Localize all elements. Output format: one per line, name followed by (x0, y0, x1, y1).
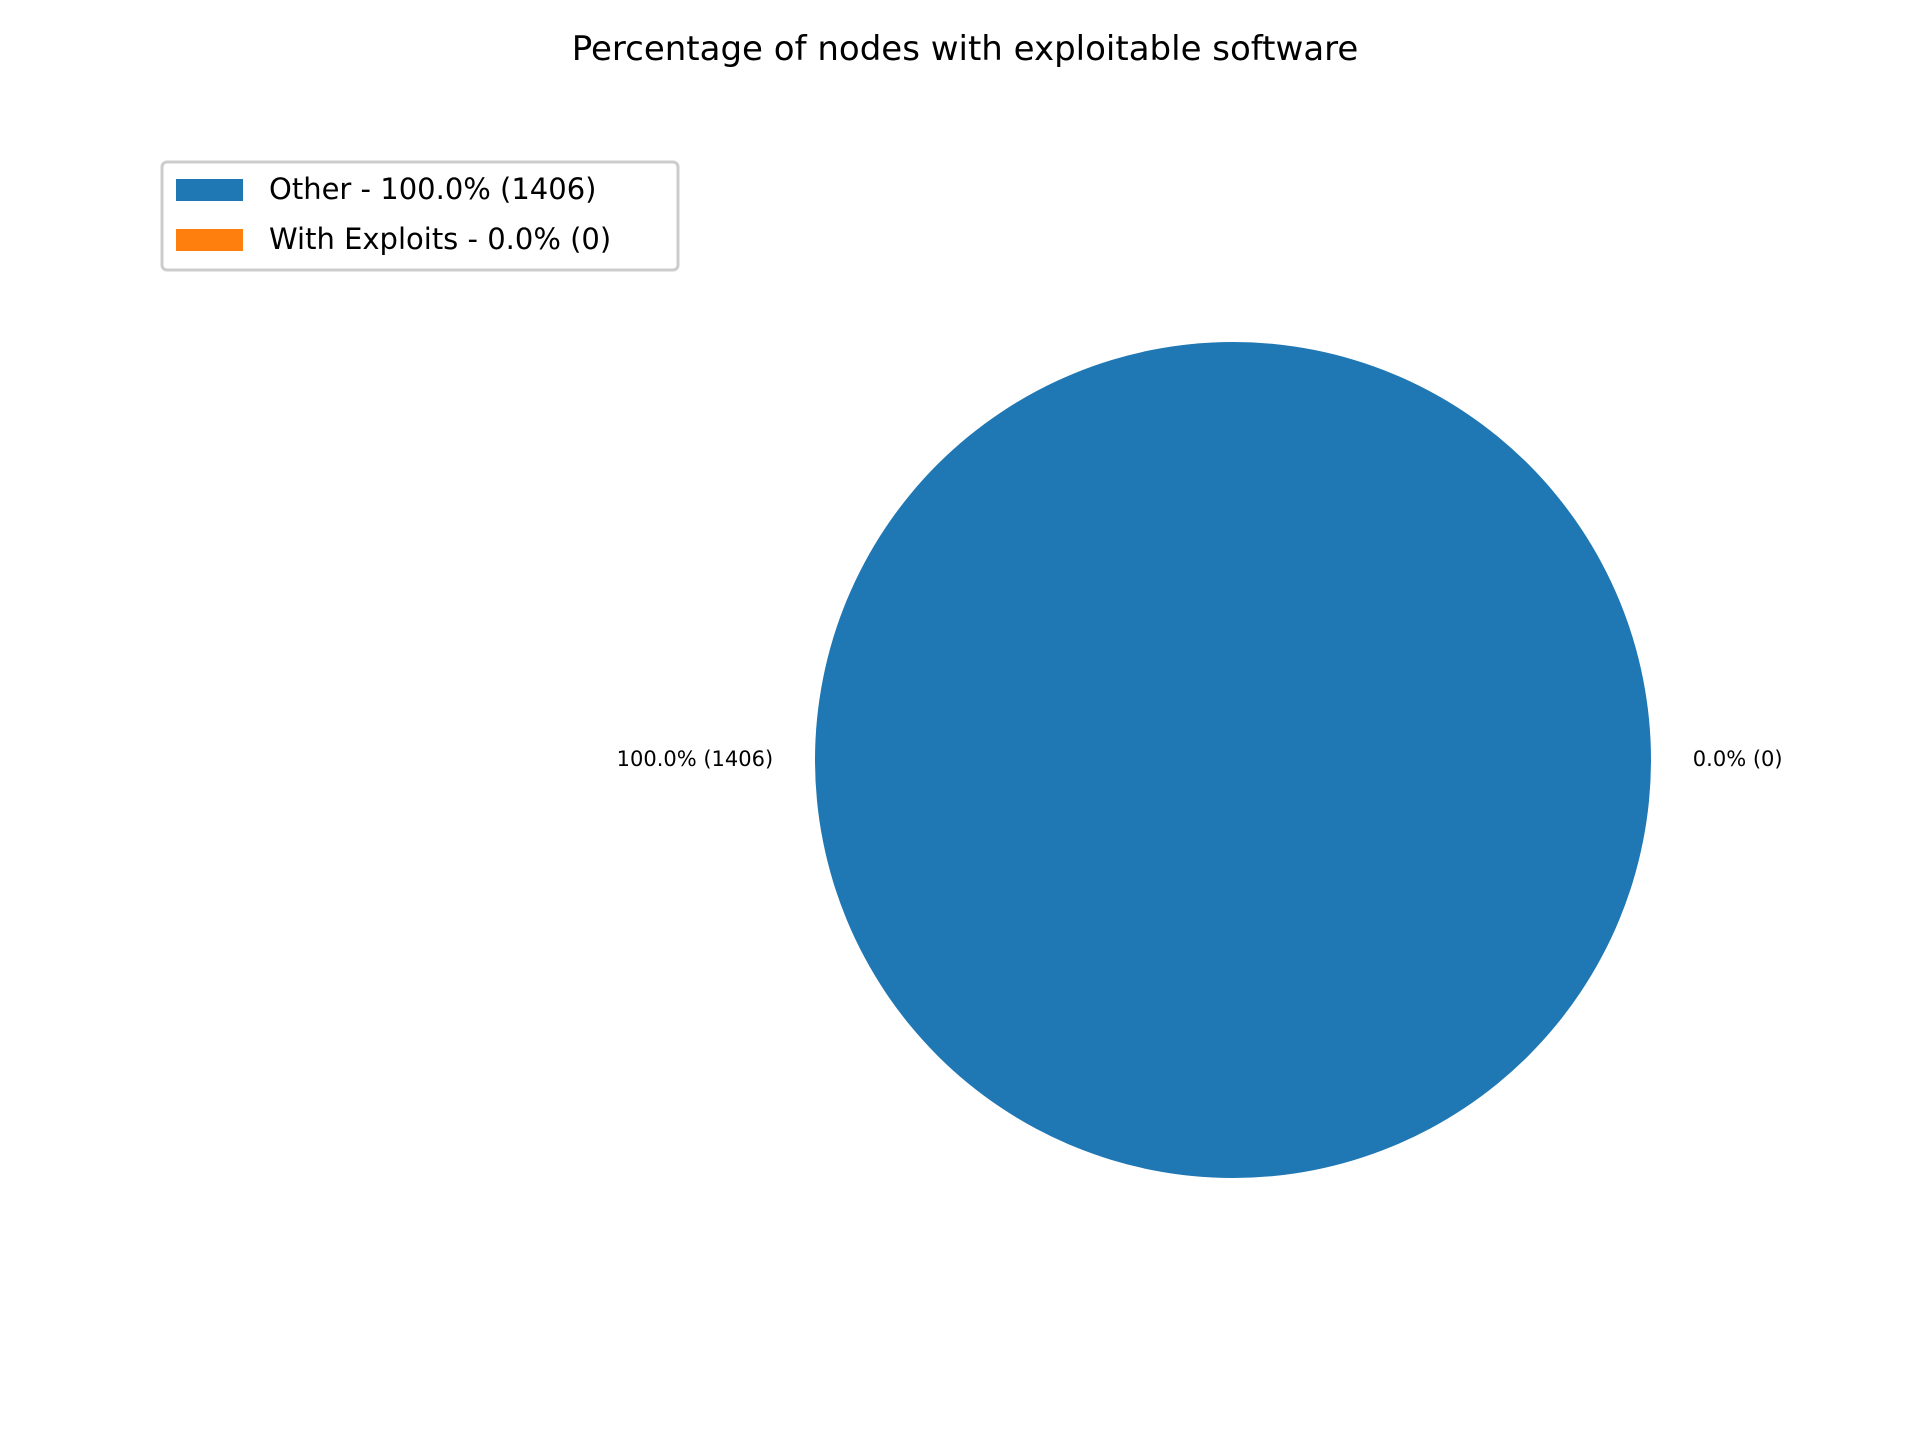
data-label-other: 100.0% (1406) (617, 747, 774, 771)
data-label-with-exploits: 0.0% (0) (1693, 747, 1783, 771)
legend-items: Other - 100.0% (1406) With Exploits - 0.0… (176, 172, 611, 256)
legend-label-other: Other - 100.0% (1406) (269, 172, 596, 206)
pie-slices (815, 342, 1651, 1178)
pie-slice-other (815, 342, 1651, 1178)
legend-swatch-other (176, 179, 243, 201)
legend-label-with-exploits: With Exploits - 0.0% (0) (269, 222, 611, 256)
pie-data-labels: 100.0% (1406) 0.0% (0) (617, 747, 1783, 771)
legend-frame (160, 160, 680, 272)
chart-title: Percentage of nodes with exploitable sof… (572, 29, 1359, 69)
legend-swatch-with-exploits (176, 229, 243, 251)
legend: Other - 100.0% (1406) With Exploits - 0.0… (160, 160, 680, 272)
